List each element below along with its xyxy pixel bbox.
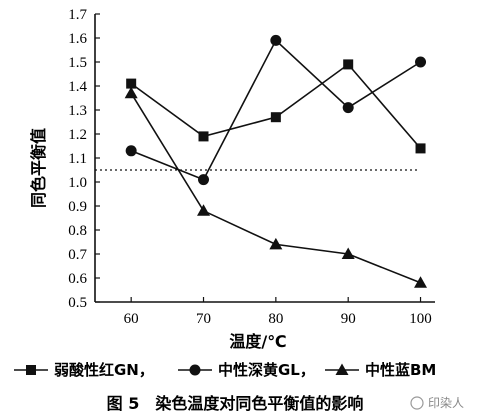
legend-label: 中性深黄GL， <box>218 361 315 379</box>
legend-marker <box>335 363 349 375</box>
y-tick-label: 1.5 <box>68 55 87 71</box>
data-point <box>197 204 211 216</box>
legend-item-1: 弱酸性红GN， <box>14 361 154 379</box>
data-point <box>269 237 283 250</box>
x-axis-title: 温度/℃ <box>228 332 286 351</box>
x-tick-label: 90 <box>341 311 356 327</box>
y-tick-label: 1.7 <box>68 7 87 23</box>
series-group <box>124 34 428 288</box>
series-line <box>130 39 421 181</box>
x-tick-label: 100 <box>409 311 432 327</box>
watermark-text: 印染人 <box>428 395 464 410</box>
y-tick-label: 1.6 <box>68 31 87 47</box>
data-point <box>198 131 209 142</box>
y-axis-title: 同色平衡值 <box>29 128 48 208</box>
data-point <box>124 86 138 99</box>
y-tick-label: 1.4 <box>68 79 87 95</box>
data-point <box>343 59 354 70</box>
series-line <box>130 63 422 149</box>
x-tick-label: 80 <box>268 311 283 327</box>
axes: 0.5 0.6 0.7 0.8 0.9 1.0 1.1 1.2 1.3 1.4 1.5 1.6 1.7 6… <box>68 7 435 327</box>
figure-caption: 图 5 染色温度对同色平衡值的影响 <box>107 394 364 413</box>
legend-label: 中性蓝BM <box>365 361 436 379</box>
legend-marker <box>189 364 201 376</box>
data-point <box>126 78 137 89</box>
y-tick-label: 0.6 <box>68 271 87 287</box>
y-tick-label: 1.0 <box>68 175 87 191</box>
data-point <box>414 276 428 288</box>
data-point <box>125 145 137 157</box>
series-2 <box>125 34 427 186</box>
y-tick-label: 1.1 <box>68 151 87 167</box>
data-point <box>342 102 354 114</box>
y-tick-label: 0.5 <box>68 295 87 311</box>
data-point <box>341 247 355 259</box>
series-1 <box>126 59 426 154</box>
y-tick-label: 1.3 <box>68 103 87 119</box>
data-point <box>415 143 426 154</box>
data-point <box>270 34 282 46</box>
legend-item-2: 中性深黄GL， <box>178 361 315 379</box>
watermark: 印染人 <box>410 395 464 410</box>
y-tick-label: 0.7 <box>68 247 87 263</box>
y-tick-label: 0.8 <box>68 223 87 239</box>
data-point <box>198 174 210 186</box>
x-tick-label: 60 <box>124 311 139 327</box>
legend-marker <box>26 365 36 375</box>
y-tick-label: 0.9 <box>68 199 87 215</box>
watermark-icon <box>410 396 424 410</box>
series-3 <box>124 86 428 288</box>
data-point <box>415 56 427 68</box>
data-point <box>270 112 281 123</box>
legend-label: 弱酸性红GN， <box>54 361 154 379</box>
y-tick-label: 1.2 <box>68 127 87 143</box>
x-tick-label: 70 <box>196 311 211 327</box>
legend: 弱酸性红GN， 中性深黄GL， 中性蓝BM <box>14 361 436 379</box>
legend-item-3: 中性蓝BM <box>325 361 436 379</box>
